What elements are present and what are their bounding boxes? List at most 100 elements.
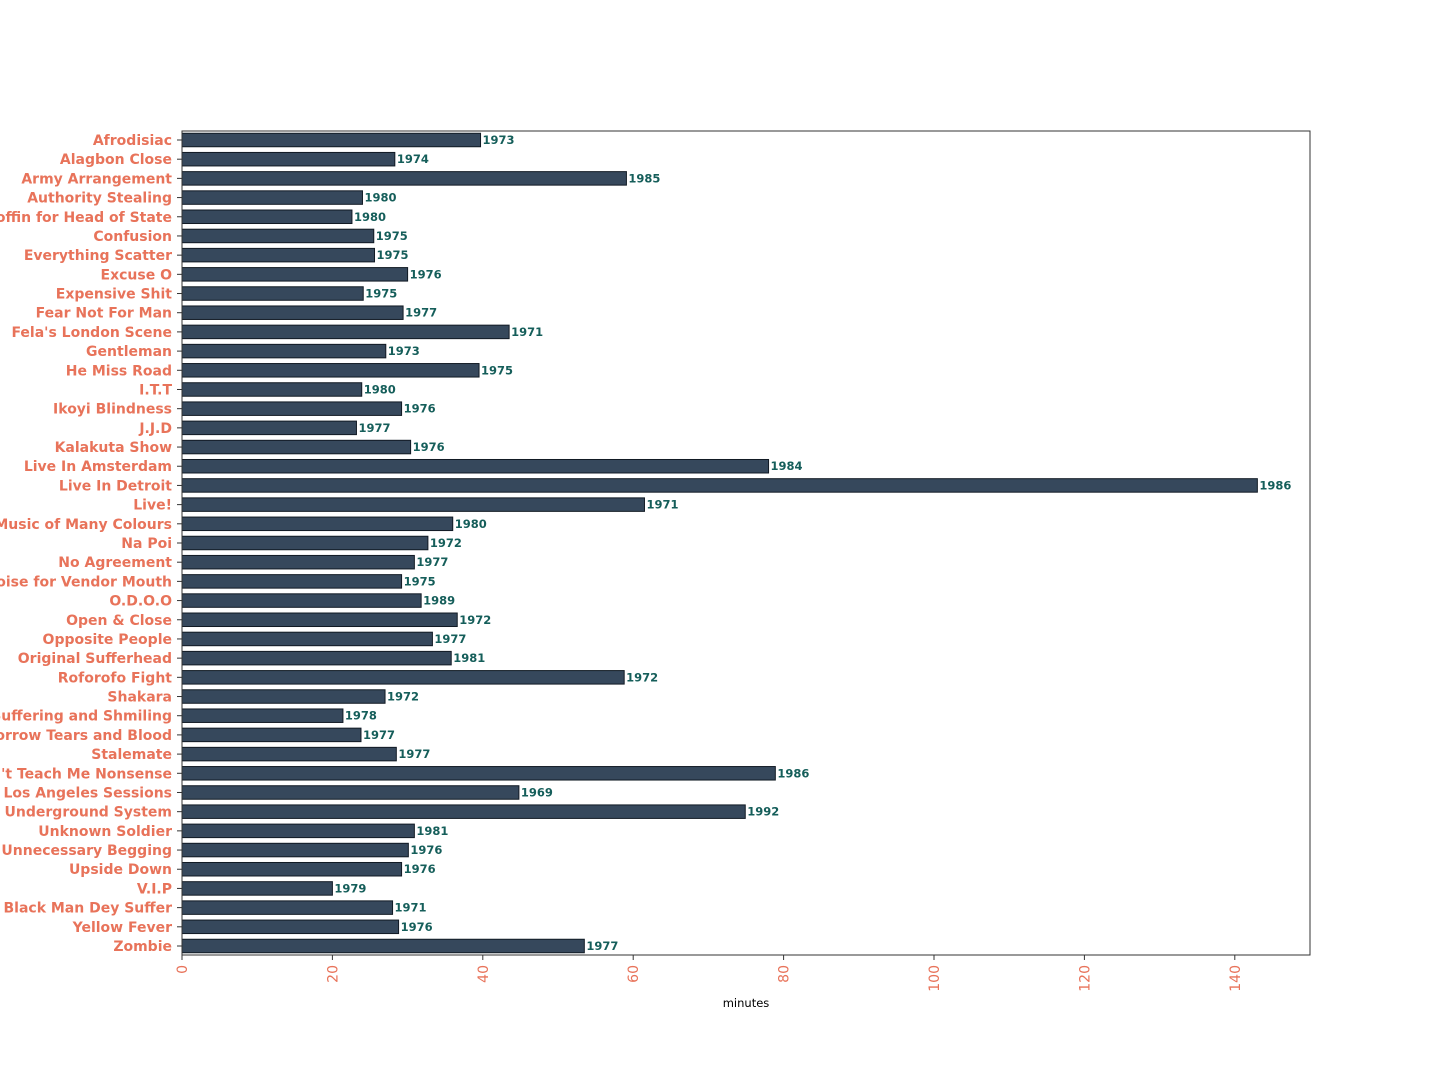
bars-group [181, 132, 1258, 954]
bar-value-label: 1980 [364, 191, 396, 205]
x-tick-label: 120 [1077, 965, 1093, 992]
x-tick-label: 80 [777, 965, 793, 983]
category-label: Live In Amsterdam [24, 459, 172, 475]
bar-value-label: 1980 [455, 517, 487, 531]
category-labels-group: Afrodisiac Alagbon Close Army Arrangement A… [0, 133, 182, 955]
category-label: Stalemate [91, 747, 172, 763]
category-label: Roforofo Fight [58, 670, 173, 686]
bar [181, 171, 627, 186]
category-label: Yellow Fever [72, 920, 172, 936]
bar [181, 343, 387, 359]
category-label: Opposite People [43, 632, 172, 648]
bar-value-label: 1975 [404, 574, 436, 588]
bar [181, 746, 397, 762]
category-label: Suffering and Shmiling [0, 709, 172, 725]
bar-value-label: 1972 [430, 536, 462, 550]
bar [181, 458, 770, 474]
bar-value-label: 1975 [376, 229, 408, 243]
category-label: Gentleman [86, 344, 172, 360]
bar-value-label: 1972 [626, 670, 658, 684]
bar-value-label: 1977 [586, 939, 618, 953]
bar-value-label: 1980 [354, 210, 386, 224]
x-tick-label: 60 [626, 965, 642, 983]
category-label: Music of Many Colours [0, 517, 172, 533]
x-tick-label: 0 [175, 965, 191, 974]
bar [181, 247, 376, 263]
category-label: Noise for Vendor Mouth [0, 574, 172, 590]
category-label: Live In Detroit [59, 478, 172, 494]
bar-value-label: 1976 [410, 267, 442, 281]
bar [181, 478, 1258, 493]
bar [181, 842, 409, 858]
bar-value-label: 1974 [397, 152, 429, 166]
bar [181, 535, 429, 551]
bar-value-label: 1971 [395, 901, 427, 915]
bar-value-label: 1984 [771, 459, 803, 473]
bar [181, 670, 625, 685]
bar [181, 727, 362, 743]
bar-value-label: 1977 [358, 421, 390, 435]
bar [181, 305, 404, 320]
category-label: Fela's London Scene [11, 325, 172, 341]
category-label: Confusion [93, 229, 172, 245]
bar-value-label: 1986 [777, 766, 809, 780]
bar-value-label: 1969 [521, 785, 553, 799]
category-label: V.I.P [137, 881, 172, 897]
bar [181, 286, 364, 301]
bar [181, 132, 482, 148]
bar-value-label: 1975 [481, 363, 513, 377]
x-ticks-group: 0 20 40 60 80 100 120 140 [175, 955, 1244, 992]
category-label: The '69 Los Angeles Sessions [0, 785, 172, 801]
bar [181, 554, 415, 570]
category-label: Coffin for Head of State [0, 210, 172, 226]
bar [181, 574, 403, 589]
x-axis-title: minutes [723, 996, 770, 1010]
category-label: Authority Stealing [27, 191, 172, 207]
category-label: Zombie [113, 939, 172, 955]
category-label: Afrodisiac [93, 133, 172, 149]
bar [181, 228, 375, 244]
bar [181, 612, 458, 628]
bar [181, 593, 422, 608]
bar-value-label: 1981 [453, 651, 485, 665]
bar-value-label: 1972 [387, 690, 419, 704]
bar [181, 631, 433, 647]
category-label: Live! [133, 498, 172, 514]
category-label: Army Arrangement [21, 171, 172, 187]
bar-value-label: 1977 [363, 728, 395, 742]
category-label: Unknown Soldier [38, 824, 172, 840]
category-label: I.T.T [139, 382, 172, 398]
bar [181, 900, 394, 915]
category-label: Upside Down [69, 862, 172, 878]
x-tick-label: 40 [476, 965, 492, 983]
category-label: Kalakuta Show [55, 440, 173, 456]
category-label: Original Sufferhead [18, 651, 172, 667]
bar-value-label: 1976 [413, 440, 445, 454]
bar [181, 766, 776, 781]
category-label: Shakara [107, 690, 172, 706]
category-label: Expensive Shit [56, 287, 173, 303]
bar-value-label: 1989 [423, 594, 455, 608]
bar-value-label: 1977 [405, 306, 437, 320]
category-label: Unnecessary Begging [1, 843, 172, 859]
category-label: Everything Scatter [24, 248, 172, 264]
category-label: He Miss Road [66, 363, 172, 379]
bar-value-label: 1981 [416, 824, 448, 838]
x-tick-label: 100 [927, 965, 943, 992]
bar-value-label: 1975 [365, 287, 397, 301]
bar-value-label: 1976 [410, 843, 442, 857]
category-label: Underground System [5, 805, 172, 821]
bar [181, 382, 363, 397]
category-label: Na Poi [121, 536, 172, 552]
bar [181, 401, 403, 416]
bar-value-label: 1972 [459, 613, 491, 627]
bar-value-label: 1971 [511, 325, 543, 339]
category-label: O.D.O.O [109, 594, 172, 610]
bar [181, 861, 403, 877]
bar [181, 363, 480, 378]
bar [181, 881, 333, 896]
category-label: Open & Close [66, 613, 172, 629]
bar [181, 689, 386, 704]
bar [181, 785, 520, 800]
